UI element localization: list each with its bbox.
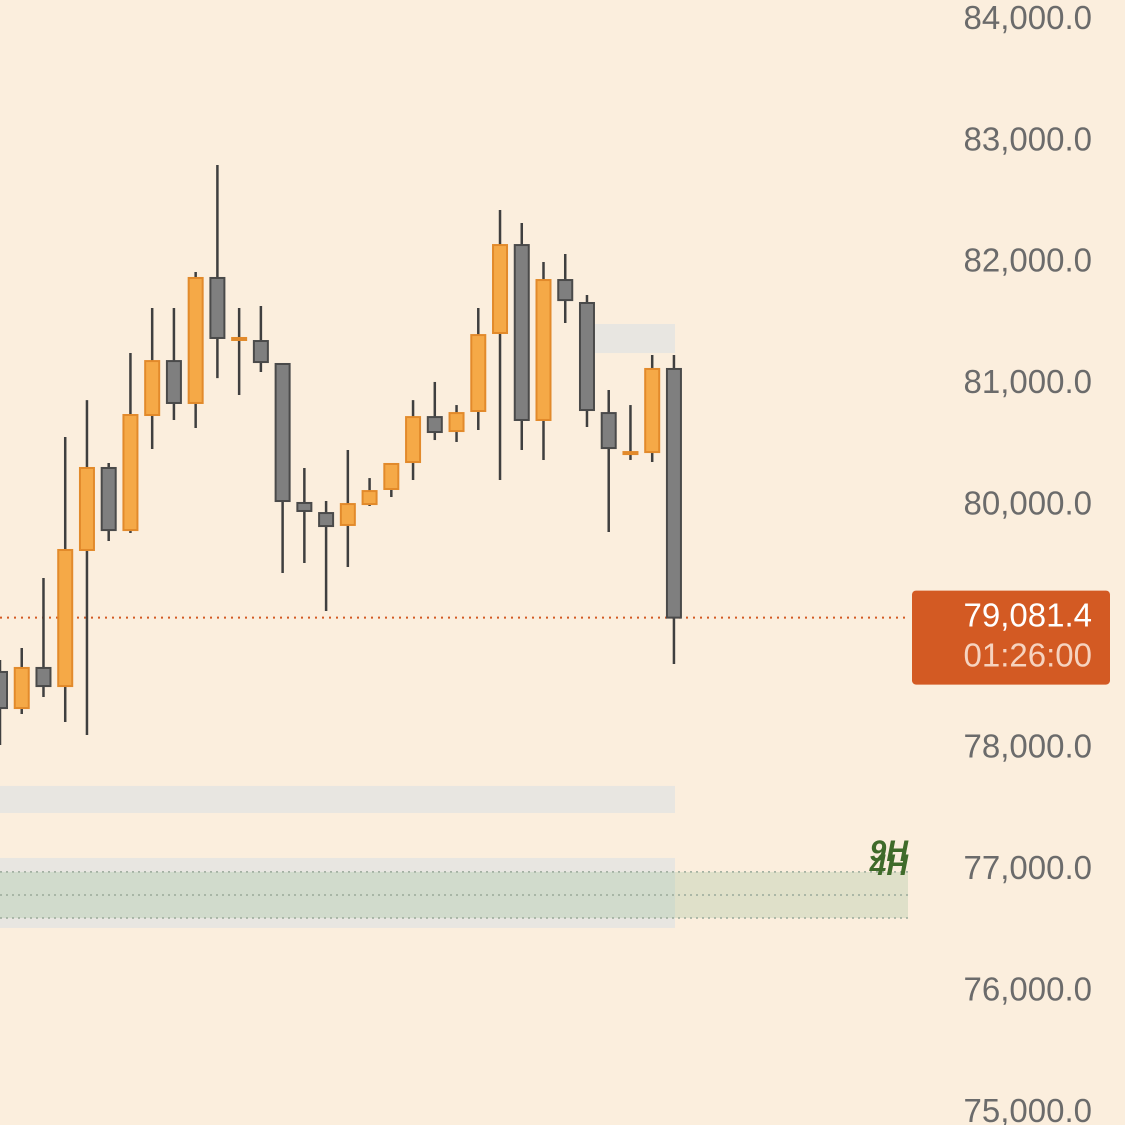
candle-body [339, 503, 356, 526]
y-tick-label: 80,000.0 [964, 485, 1092, 522]
candle-body [578, 301, 595, 412]
candle-body [35, 666, 52, 688]
y-tick-label: 82,000.0 [964, 242, 1092, 279]
candle-body [165, 360, 182, 404]
price-box [912, 590, 1110, 685]
candle-body [492, 244, 509, 335]
zone-label: 9H [870, 835, 910, 868]
candle-body [78, 466, 95, 551]
candle-body [535, 279, 552, 421]
zone [0, 857, 675, 928]
zone-label: 4H [869, 849, 910, 882]
candle-body [644, 367, 661, 454]
candle-body [100, 466, 117, 532]
y-tick-label: 78,000.0 [964, 728, 1092, 765]
candle-body [361, 490, 378, 506]
zone [0, 871, 908, 918]
candle-body [13, 666, 30, 710]
candle-body [665, 367, 682, 619]
candle-body [187, 276, 204, 404]
last-price-label: 79,081.4 [964, 596, 1092, 633]
zone [595, 324, 675, 354]
y-tick-label: 77,000.0 [964, 849, 1092, 886]
candle-body [274, 362, 291, 503]
candle-body [231, 336, 248, 341]
candle-body [622, 451, 639, 456]
zone [0, 785, 675, 814]
candle-body [426, 416, 443, 434]
candle-body [405, 416, 422, 464]
candle-body [513, 244, 530, 421]
candle-body [296, 501, 313, 512]
y-tick-label: 75,000.0 [964, 1092, 1092, 1125]
candle-body [318, 512, 335, 528]
candle-body [144, 360, 161, 417]
candle-body [557, 279, 574, 302]
candle-body [209, 276, 226, 339]
candle-body [470, 334, 487, 413]
y-tick-label: 76,000.0 [964, 971, 1092, 1008]
candle-body [252, 340, 269, 364]
y-tick-label: 84,000.0 [964, 0, 1092, 36]
y-tick-label: 81,000.0 [964, 363, 1092, 400]
candle-body [122, 414, 139, 532]
candle-body [57, 548, 74, 688]
countdown: 01:26:00 [964, 636, 1092, 673]
candle-body [448, 412, 465, 433]
y-tick-label: 83,000.0 [964, 120, 1092, 157]
candle-body [383, 462, 400, 490]
candle-body [600, 412, 617, 450]
candle-body [0, 670, 8, 710]
